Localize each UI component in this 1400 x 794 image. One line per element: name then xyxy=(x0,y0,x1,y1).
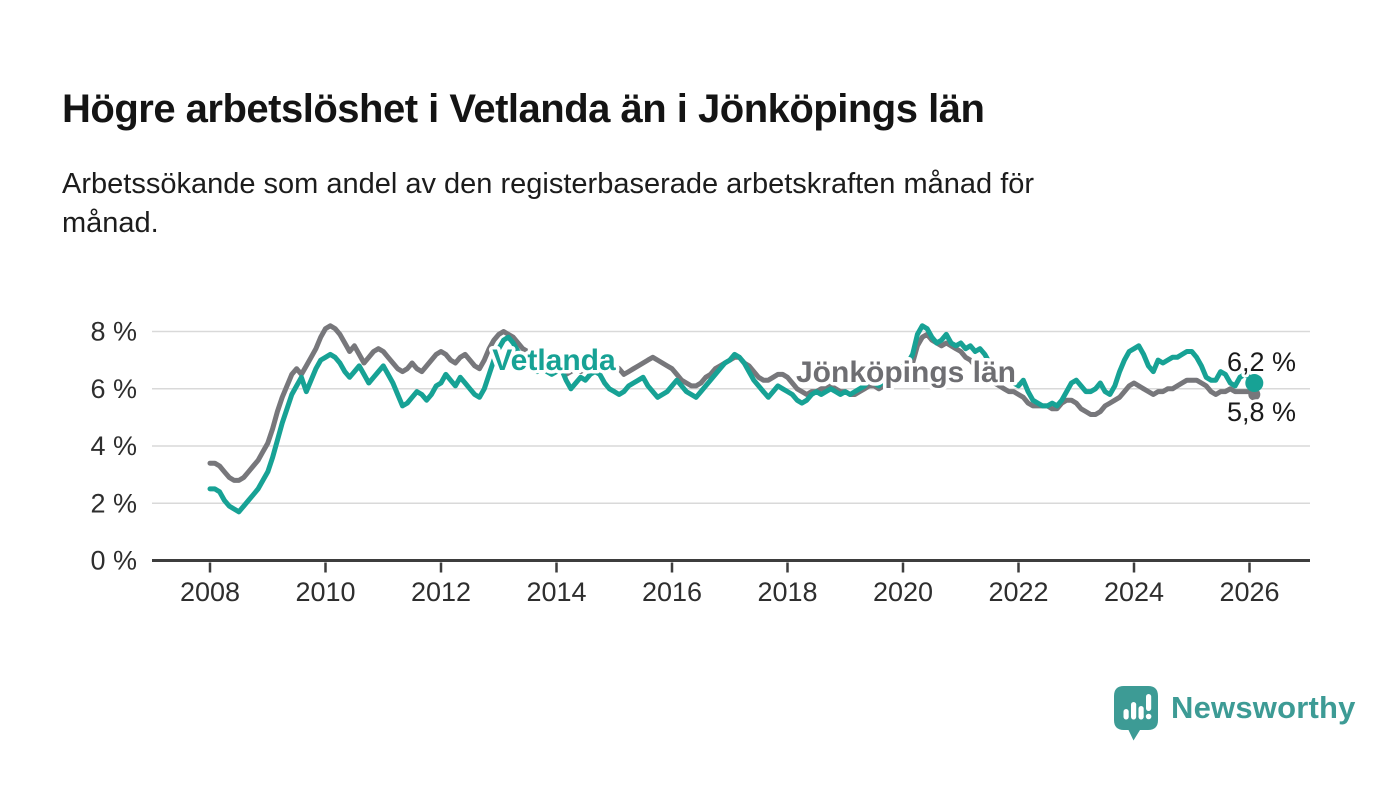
x-axis-label-2026: 2026 xyxy=(1219,577,1279,607)
x-axis-label-2016: 2016 xyxy=(642,577,702,607)
bar-1 xyxy=(1123,709,1129,720)
x-axis-label-2012: 2012 xyxy=(411,577,471,607)
series-line-jonkopings-lan xyxy=(207,323,1257,483)
y-axis-label-0pct: 0 % xyxy=(90,546,137,576)
end-value-label-jonkopings-lan: 5,8 % xyxy=(1227,397,1296,427)
x-axis-label-2020: 2020 xyxy=(873,577,933,607)
newsworthy-logo: Newsworthy xyxy=(1113,685,1356,743)
series-label-vetlanda: Vetlanda xyxy=(492,344,616,377)
y-axis-label-6pct: 6 % xyxy=(90,374,137,404)
newsworthy-bubble-chart-icon xyxy=(1114,686,1158,741)
page-title: Högre arbetslöshet i Vetlanda än i Jönkö… xyxy=(62,86,985,131)
x-axis-label-2010: 2010 xyxy=(295,577,355,607)
x-axis-label-2022: 2022 xyxy=(988,577,1048,607)
y-axis-label-2pct: 2 % xyxy=(90,488,137,518)
chart-subtitle: Arbetssökande som andel av den registerb… xyxy=(62,165,1352,243)
x-axis-label-2008: 2008 xyxy=(180,577,240,607)
x-axis-label-2014: 2014 xyxy=(526,577,586,607)
bar-3 xyxy=(1138,706,1144,720)
y-axis-label-4pct: 4 % xyxy=(90,431,137,461)
exclamation-bar xyxy=(1146,694,1152,711)
bar-2 xyxy=(1131,702,1137,720)
y-axis-label-8pct: 8 % xyxy=(90,317,137,347)
brand-name: Newsworthy xyxy=(1171,690,1356,725)
x-axis-label-2018: 2018 xyxy=(757,577,817,607)
chart-subtitle-line2: månad. xyxy=(62,207,159,239)
series-label-jonkopings-lan: Jönköpings län xyxy=(796,356,1016,389)
series-line-vetlanda xyxy=(207,323,1257,515)
chart-subtitle-line1: Arbetssökande som andel av den registerb… xyxy=(62,168,1035,200)
x-axis-label-2024: 2024 xyxy=(1104,577,1164,607)
end-value-label-vetlanda: 6,2 % xyxy=(1227,347,1296,377)
exclamation-dot xyxy=(1145,713,1152,720)
series-endpoint-dot-vetlanda xyxy=(1245,374,1264,393)
